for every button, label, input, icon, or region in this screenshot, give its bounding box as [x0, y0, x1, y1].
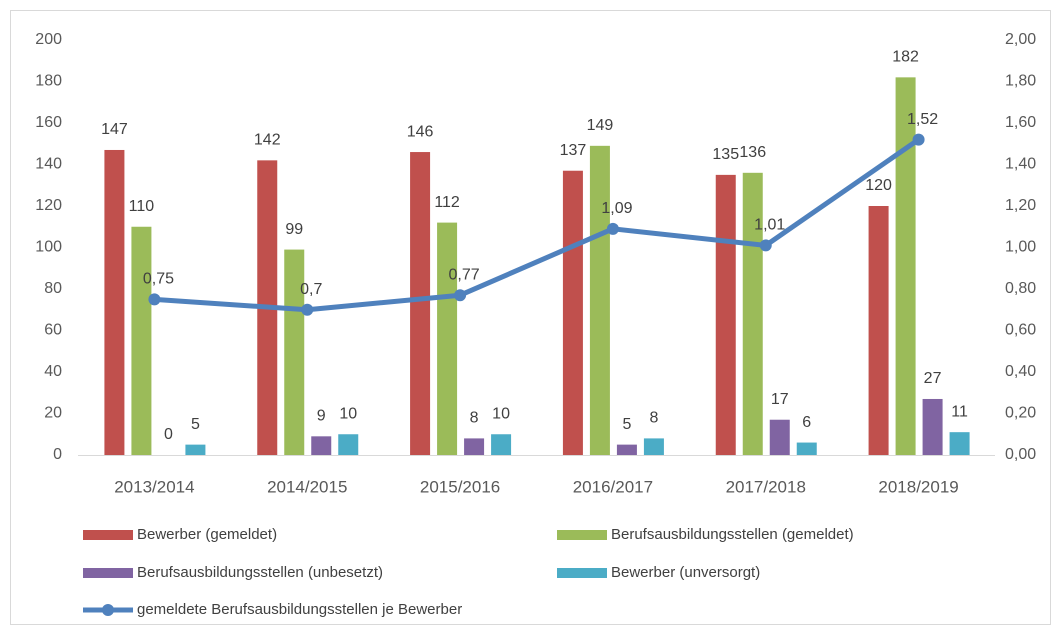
- bar: [437, 222, 458, 455]
- legend-label: Bewerber (unversorgt): [611, 564, 760, 581]
- bar-label: 11: [951, 403, 968, 420]
- legend-label: Berufsausbildungsstellen (gemeldet): [611, 526, 854, 543]
- bar: [949, 432, 970, 455]
- bar: [311, 436, 332, 455]
- y2-tick-label: 0,20: [1005, 405, 1036, 422]
- y2-tick-label: 0,40: [1005, 363, 1036, 380]
- x-tick-label: 2015/2016: [420, 477, 500, 496]
- bar: [464, 438, 485, 455]
- legend-label: Berufsausbildungsstellen (unbesetzt): [137, 564, 383, 581]
- line-marker: [606, 222, 619, 235]
- y-tick-label: 0: [53, 446, 62, 463]
- legend-swatch: [557, 568, 607, 578]
- bar: [562, 170, 583, 455]
- x-tick-label: 2017/2018: [726, 477, 806, 496]
- legend-swatch: [83, 568, 133, 578]
- legend-marker: [102, 604, 114, 616]
- bar-label: 5: [191, 416, 200, 433]
- y2-tick-label: 1,80: [1005, 73, 1036, 90]
- line-marker: [759, 239, 772, 252]
- bar-label: 5: [622, 416, 631, 433]
- bar-label: 6: [802, 414, 811, 431]
- x-tick-label: 2013/2014: [114, 477, 194, 496]
- y2-tick-label: 1,60: [1005, 114, 1036, 131]
- y-tick-label: 100: [35, 239, 62, 256]
- bar: [131, 226, 152, 455]
- bar: [769, 419, 790, 455]
- bar-label: 110: [129, 198, 155, 215]
- bar-label: 149: [587, 117, 614, 134]
- y2-tick-label: 2,00: [1005, 31, 1036, 48]
- bar-label: 112: [434, 194, 460, 211]
- bar-label: 137: [560, 142, 587, 159]
- y-tick-label: 120: [35, 197, 62, 214]
- bar-label: 0: [164, 426, 173, 443]
- bar-label: 17: [771, 391, 789, 408]
- bar: [104, 149, 125, 455]
- x-tick-label: 2018/2019: [878, 477, 958, 496]
- legend-swatch: [83, 530, 133, 540]
- bar-label: 10: [492, 405, 510, 422]
- y-tick-label: 200: [35, 31, 62, 48]
- y2-tick-label: 1,20: [1005, 197, 1036, 214]
- bar: [922, 398, 943, 455]
- legend-label: gemeldete Berufsausbildungsstellen je Be…: [137, 601, 462, 618]
- bar-label: 182: [892, 49, 919, 66]
- bar: [338, 434, 359, 455]
- y-tick-label: 160: [35, 114, 62, 131]
- bar-label: 27: [924, 370, 942, 387]
- y2-tick-label: 0,00: [1005, 446, 1036, 463]
- line-marker: [454, 289, 467, 302]
- y2-tick-label: 0,60: [1005, 322, 1036, 339]
- bar-label: 8: [470, 410, 479, 427]
- bar-label: 147: [101, 121, 128, 138]
- legend-swatch: [557, 530, 607, 540]
- bar: [616, 444, 637, 455]
- bar-label: 136: [739, 144, 766, 161]
- y-tick-label: 180: [35, 73, 62, 90]
- line: [154, 137, 921, 313]
- bar: [643, 438, 664, 455]
- bar: [895, 77, 916, 455]
- line-label: 1,09: [601, 200, 632, 217]
- bar: [715, 174, 736, 455]
- line-marker: [912, 133, 925, 146]
- bar-label: 120: [865, 177, 892, 194]
- bar: [742, 172, 763, 456]
- bar: [589, 145, 610, 455]
- x-tick-label: 2014/2015: [267, 477, 347, 496]
- bar-label: 99: [285, 221, 303, 238]
- line-label: 1,52: [907, 111, 938, 128]
- legend-label: Bewerber (gemeldet): [137, 526, 277, 543]
- line-label: 0,75: [143, 271, 174, 288]
- y-tick-label: 60: [44, 322, 62, 339]
- x-tick-label: 2016/2017: [573, 477, 653, 496]
- bar: [796, 442, 817, 455]
- bar: [284, 249, 305, 455]
- bar-label: 8: [649, 410, 658, 427]
- y-tick-label: 80: [44, 280, 62, 297]
- line-label: 1,01: [754, 217, 785, 234]
- y-tick-label: 20: [44, 405, 62, 422]
- bar: [410, 152, 431, 456]
- bar: [868, 206, 889, 455]
- y-tick-label: 40: [44, 363, 62, 380]
- line-label: 0,7: [300, 281, 322, 298]
- bar-label: 146: [407, 123, 434, 140]
- y-tick-label: 140: [35, 156, 62, 173]
- line-label: 0,77: [449, 266, 480, 283]
- bar: [185, 444, 206, 455]
- line-marker: [301, 303, 314, 316]
- y2-tick-label: 0,80: [1005, 280, 1036, 297]
- line-marker: [148, 293, 161, 306]
- bar-label: 142: [254, 132, 281, 149]
- bar-label: 10: [339, 405, 357, 422]
- bar-label: 135: [712, 146, 739, 163]
- bar: [491, 434, 512, 455]
- bar-label: 9: [317, 408, 326, 425]
- y2-tick-label: 1,40: [1005, 156, 1036, 173]
- y2-tick-label: 1,00: [1005, 239, 1036, 256]
